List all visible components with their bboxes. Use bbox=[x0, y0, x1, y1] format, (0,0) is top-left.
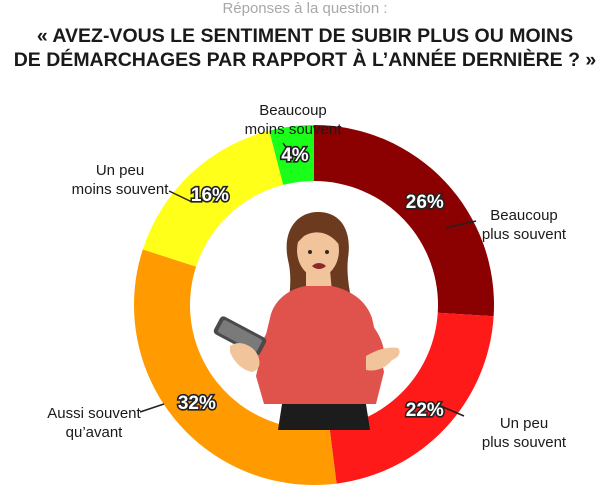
category-label-aussi-souvent: Aussi souvent qu’avant bbox=[47, 405, 141, 441]
value-label-beaucoup-moins-souvent: 4% bbox=[281, 145, 309, 166]
value-label-un-peu-plus-souvent: 22% bbox=[406, 400, 444, 421]
slice-value-labels: 26% 22% 32% 16% 4% bbox=[176, 144, 445, 423]
leader-lines bbox=[139, 142, 477, 417]
donut-slices bbox=[134, 125, 494, 486]
category-label-un-peu-plus-souvent: Un peu plus souvent bbox=[482, 415, 567, 451]
category-label-un-peu-moins-souvent: Un peu moins souvent bbox=[72, 162, 170, 198]
slice-un-peu-plus-souvent bbox=[329, 312, 494, 484]
category-label-beaucoup-plus-souvent: Beaucoup plus souvent bbox=[482, 207, 567, 243]
value-label-aussi-souvent: 32% bbox=[178, 393, 216, 414]
value-label-beaucoup-plus-souvent: 26% bbox=[406, 192, 444, 213]
chart-subtitle: Réponses à la question : bbox=[222, 0, 388, 17]
value-label-un-peu-moins-souvent: 16% bbox=[191, 185, 229, 206]
slice-un-peu-moins-souvent bbox=[142, 130, 284, 267]
woman-with-phone-illustration bbox=[213, 212, 400, 430]
chart-title-line-1: « AVEZ-VOUS LE SENTIMENT DE SUBIR PLUS O… bbox=[36, 25, 574, 47]
chart-title-line-2: DE DÉMARCHAGES PAR RAPPORT À L’ANNÉE DER… bbox=[13, 49, 597, 71]
slice-category-labels: Beaucoup plus souvent Un peu plus souvent Au… bbox=[47, 102, 567, 451]
category-label-beaucoup-moins-souvent: Beaucoup moins souvent bbox=[245, 102, 343, 138]
chart-title: « AVEZ-VOUS LE SENTIMENT DE SUBIR PLUS O… bbox=[0, 24, 610, 72]
slice-beaucoup-plus-souvent bbox=[314, 125, 494, 317]
